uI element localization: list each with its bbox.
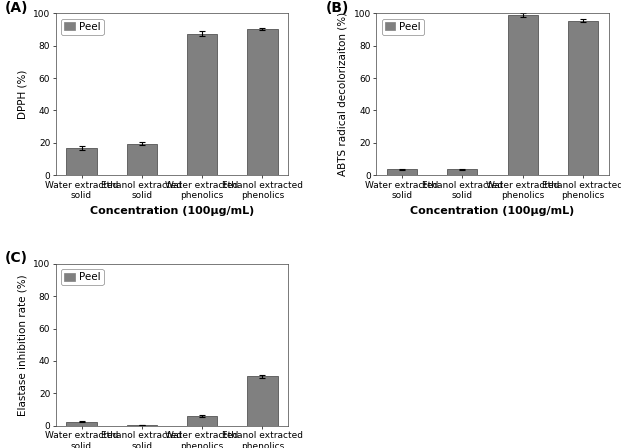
- Text: (A): (A): [5, 0, 29, 14]
- Bar: [247, 376, 278, 426]
- Bar: [507, 15, 538, 175]
- Bar: [447, 169, 478, 175]
- Bar: [187, 416, 217, 426]
- Text: (C): (C): [5, 251, 28, 265]
- Bar: [247, 29, 278, 175]
- Bar: [187, 34, 217, 175]
- Bar: [387, 169, 417, 175]
- X-axis label: Concentration (100µg/mL): Concentration (100µg/mL): [410, 206, 574, 215]
- Legend: Peel: Peel: [61, 19, 104, 35]
- Text: (B): (B): [325, 0, 348, 14]
- Y-axis label: DPPH (%): DPPH (%): [17, 69, 27, 119]
- Bar: [66, 422, 97, 426]
- Bar: [568, 21, 598, 175]
- Bar: [127, 425, 157, 426]
- Y-axis label: Elastase inhibition rate (%): Elastase inhibition rate (%): [17, 274, 27, 416]
- Legend: Peel: Peel: [61, 269, 104, 285]
- Legend: Peel: Peel: [381, 19, 424, 35]
- Bar: [66, 148, 97, 175]
- Y-axis label: ABTS radical decolorizaiton (%): ABTS radical decolorizaiton (%): [338, 12, 348, 177]
- Bar: [127, 143, 157, 175]
- X-axis label: Concentration (100µg/mL): Concentration (100µg/mL): [90, 206, 254, 215]
